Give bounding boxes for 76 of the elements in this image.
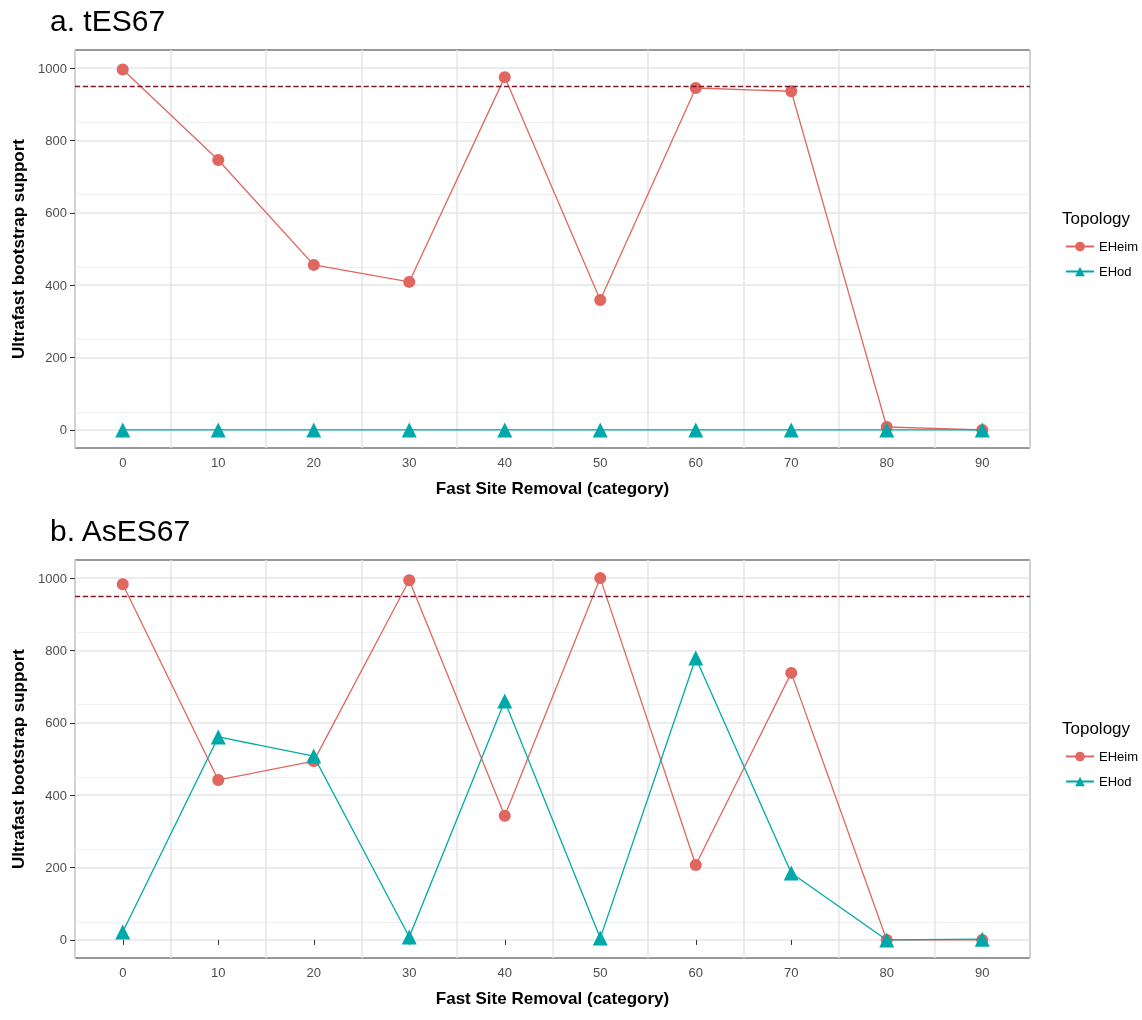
- x-tick-label: 80: [879, 965, 894, 980]
- y-tick-label: 0: [59, 932, 67, 948]
- x-tick-label: 70: [784, 965, 799, 980]
- point: [497, 693, 513, 709]
- legend-title: Topology: [1062, 719, 1131, 738]
- x-tick-label: 0: [119, 455, 127, 470]
- point: [116, 63, 129, 76]
- point: [594, 294, 607, 307]
- legend-label: EHod: [1099, 264, 1132, 279]
- point: [592, 422, 608, 438]
- x-tick-label: 20: [306, 455, 321, 470]
- y-tick-label: 400: [45, 787, 67, 803]
- y-tick-label: 800: [45, 132, 67, 148]
- y-tick-label: 200: [45, 350, 67, 366]
- x-tick-label: 50: [593, 455, 608, 470]
- x-tick-label: 50: [593, 965, 608, 980]
- x-tick-label: 30: [402, 965, 417, 980]
- x-tick-label: 10: [211, 455, 226, 470]
- legend-label: EHeim: [1099, 749, 1139, 764]
- point: [210, 422, 226, 438]
- legend-label: EHod: [1099, 774, 1132, 789]
- x-tick-label: 40: [497, 455, 512, 470]
- y-tick-label: 600: [45, 205, 67, 221]
- y-axis-title: Ultrafast bootstrap support: [9, 648, 28, 870]
- point: [879, 422, 895, 438]
- point: [116, 578, 129, 591]
- point: [498, 71, 511, 84]
- x-tick-label: 0: [119, 965, 127, 980]
- point: [115, 924, 131, 940]
- y-tick-label: 200: [45, 860, 67, 876]
- point: [210, 729, 226, 745]
- point: [212, 773, 225, 786]
- point: [688, 650, 704, 666]
- point: [783, 865, 799, 881]
- y-tick-label: 400: [45, 277, 67, 293]
- x-tick-label: 20: [306, 965, 321, 980]
- x-tick-label: 80: [879, 455, 894, 470]
- point: [592, 930, 608, 946]
- y-tick-label: 800: [45, 642, 67, 658]
- point: [403, 574, 416, 587]
- y-tick-label: 1000: [38, 570, 67, 586]
- point: [498, 809, 511, 822]
- y-tick-label: 1000: [38, 60, 67, 76]
- x-tick-label: 90: [975, 455, 990, 470]
- point: [689, 81, 702, 94]
- x-axis-title: Fast Site Removal (category): [435, 479, 670, 498]
- chart-title: b. AsES67: [50, 513, 191, 547]
- point: [785, 666, 798, 679]
- x-tick-label: 70: [784, 455, 799, 470]
- x-tick-label: 90: [975, 965, 990, 980]
- point: [306, 748, 322, 764]
- point: [688, 422, 704, 438]
- y-tick-label: 0: [59, 422, 67, 438]
- point: [403, 275, 416, 288]
- point: [497, 422, 513, 438]
- x-axis-title: Fast Site Removal (category): [435, 989, 670, 1008]
- point: [785, 85, 798, 98]
- x-tick-label: 60: [688, 455, 703, 470]
- y-tick-label: 600: [45, 715, 67, 731]
- legend-label: EHeim: [1099, 239, 1139, 254]
- chart-title: a. tES67: [50, 3, 166, 37]
- point: [401, 422, 417, 438]
- x-tick-label: 60: [688, 965, 703, 980]
- point: [307, 258, 320, 271]
- point: [115, 422, 131, 438]
- point: [689, 859, 702, 872]
- point: [783, 422, 799, 438]
- point: [212, 154, 225, 166]
- point: [306, 422, 322, 438]
- point: [594, 572, 607, 585]
- legend-title: Topology: [1062, 209, 1131, 228]
- x-tick-label: 30: [402, 455, 417, 470]
- x-tick-label: 10: [211, 965, 226, 980]
- y-axis-title: Ultrafast bootstrap support: [9, 138, 28, 360]
- x-tick-label: 40: [497, 965, 512, 980]
- point: [401, 929, 417, 945]
